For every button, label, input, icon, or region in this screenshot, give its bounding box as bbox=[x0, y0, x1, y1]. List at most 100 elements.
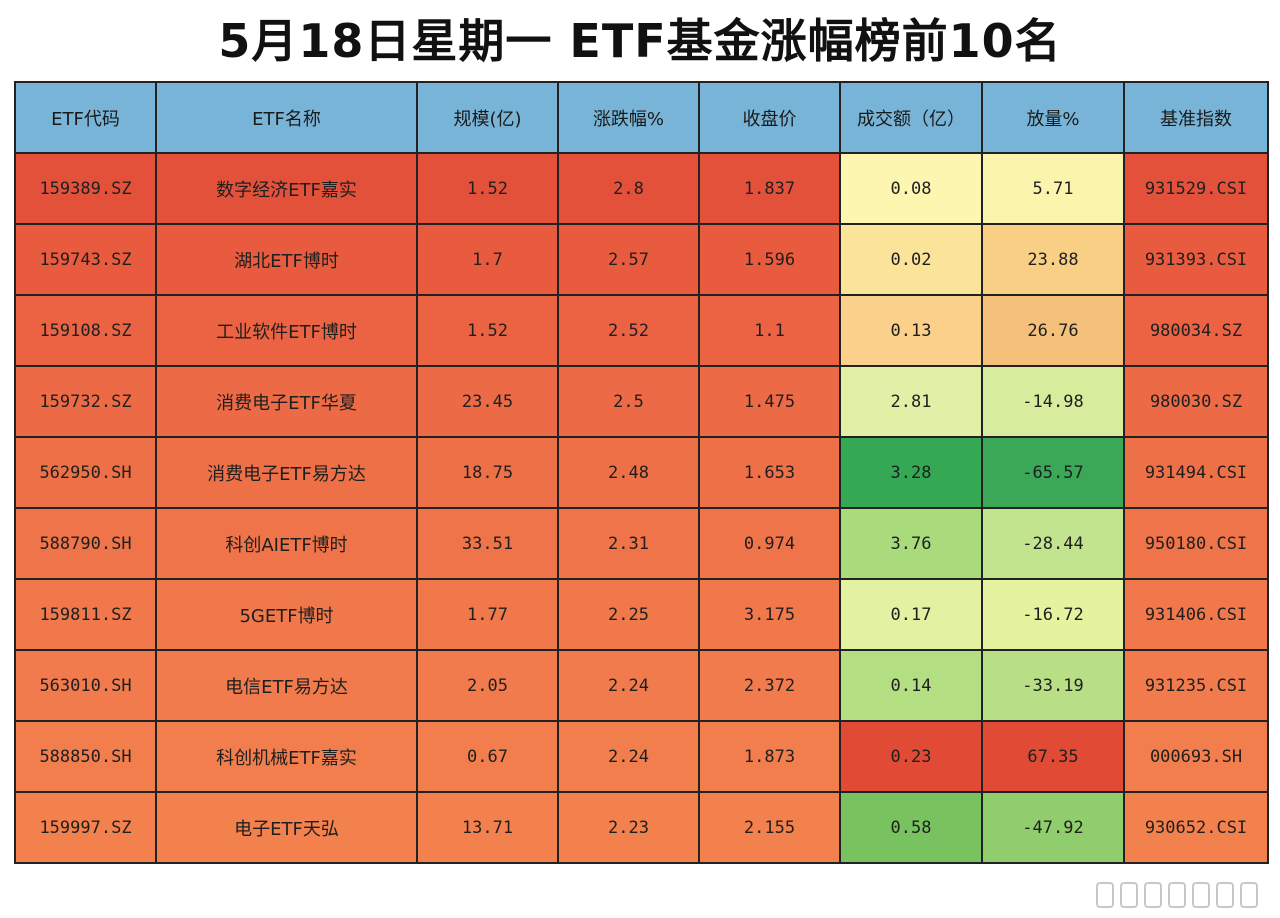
cell-close-price: 1.596 bbox=[698, 223, 841, 296]
cell-etf-code: 159389.SZ bbox=[14, 152, 157, 225]
table-row: 159997.SZ 电子ETF天弘 13.71 2.23 2.155 0.58 -47.92… bbox=[14, 791, 1269, 864]
cell-change-pct: 2.8 bbox=[557, 152, 700, 225]
watermark-icon bbox=[1168, 882, 1186, 908]
cell-change-pct: 2.24 bbox=[557, 720, 700, 793]
cell-volume-ratio: -14.98 bbox=[981, 365, 1125, 438]
cell-change-pct: 2.24 bbox=[557, 649, 700, 722]
table-row: 588790.SH 科创AIETF博时 33.51 2.31 0.974 3.76 -28.… bbox=[14, 507, 1269, 580]
cell-etf-name: 科创机械ETF嘉实 bbox=[155, 720, 418, 793]
cell-close-price: 0.974 bbox=[698, 507, 841, 580]
cell-close-price: 1.837 bbox=[698, 152, 841, 225]
cell-turnover: 3.28 bbox=[839, 436, 983, 509]
cell-etf-code: 563010.SH bbox=[14, 649, 157, 722]
cell-close-price: 1.1 bbox=[698, 294, 841, 367]
cell-scale: 33.51 bbox=[416, 507, 559, 580]
cell-close-price: 1.873 bbox=[698, 720, 841, 793]
cell-volume-ratio: -28.44 bbox=[981, 507, 1125, 580]
table-row: 159743.SZ 湖北ETF博时 1.7 2.57 1.596 0.02 23.88 931… bbox=[14, 223, 1269, 296]
cell-close-price: 1.653 bbox=[698, 436, 841, 509]
cell-turnover: 0.17 bbox=[839, 578, 983, 651]
cell-change-pct: 2.48 bbox=[557, 436, 700, 509]
cell-etf-name: 5GETF博时 bbox=[155, 578, 418, 651]
header-scale: 规模(亿) bbox=[416, 81, 559, 154]
watermark bbox=[1096, 882, 1258, 908]
table-body: 159389.SZ 数字经济ETF嘉实 1.52 2.8 1.837 0.08 5.71 93… bbox=[14, 152, 1269, 864]
cell-change-pct: 2.31 bbox=[557, 507, 700, 580]
cell-volume-ratio: 23.88 bbox=[981, 223, 1125, 296]
cell-benchmark-index: 950180.CSI bbox=[1123, 507, 1269, 580]
cell-turnover: 0.58 bbox=[839, 791, 983, 864]
cell-etf-name: 湖北ETF博时 bbox=[155, 223, 418, 296]
cell-etf-name: 数字经济ETF嘉实 bbox=[155, 152, 418, 225]
cell-turnover: 2.81 bbox=[839, 365, 983, 438]
cell-etf-code: 159743.SZ bbox=[14, 223, 157, 296]
cell-turnover: 0.14 bbox=[839, 649, 983, 722]
cell-etf-code: 159811.SZ bbox=[14, 578, 157, 651]
cell-etf-name: 消费电子ETF华夏 bbox=[155, 365, 418, 438]
cell-volume-ratio: 5.71 bbox=[981, 152, 1125, 225]
cell-benchmark-index: 930652.CSI bbox=[1123, 791, 1269, 864]
cell-etf-name: 工业软件ETF博时 bbox=[155, 294, 418, 367]
cell-volume-ratio: 26.76 bbox=[981, 294, 1125, 367]
cell-etf-name: 电信ETF易方达 bbox=[155, 649, 418, 722]
cell-etf-code: 159108.SZ bbox=[14, 294, 157, 367]
cell-change-pct: 2.5 bbox=[557, 365, 700, 438]
cell-close-price: 2.372 bbox=[698, 649, 841, 722]
header-benchmark-index: 基准指数 bbox=[1123, 81, 1269, 154]
cell-scale: 13.71 bbox=[416, 791, 559, 864]
cell-change-pct: 2.23 bbox=[557, 791, 700, 864]
cell-volume-ratio: -47.92 bbox=[981, 791, 1125, 864]
header-change-pct: 涨跌幅% bbox=[557, 81, 700, 154]
table-row: 562950.SH 消费电子ETF易方达 18.75 2.48 1.653 3.28 -65… bbox=[14, 436, 1269, 509]
cell-benchmark-index: 931494.CSI bbox=[1123, 436, 1269, 509]
cell-change-pct: 2.25 bbox=[557, 578, 700, 651]
cell-etf-code: 159732.SZ bbox=[14, 365, 157, 438]
cell-etf-code: 588850.SH bbox=[14, 720, 157, 793]
cell-benchmark-index: 931406.CSI bbox=[1123, 578, 1269, 651]
table-row: 159732.SZ 消费电子ETF华夏 23.45 2.5 1.475 2.81 -14.9… bbox=[14, 365, 1269, 438]
header-volume-ratio: 放量% bbox=[981, 81, 1125, 154]
cell-turnover: 0.23 bbox=[839, 720, 983, 793]
cell-turnover: 0.13 bbox=[839, 294, 983, 367]
watermark-icon bbox=[1192, 882, 1210, 908]
cell-scale: 23.45 bbox=[416, 365, 559, 438]
cell-scale: 2.05 bbox=[416, 649, 559, 722]
cell-close-price: 3.175 bbox=[698, 578, 841, 651]
cell-benchmark-index: 980030.SZ bbox=[1123, 365, 1269, 438]
page-title: 5月18日星期一 ETF基金涨幅榜前10名 bbox=[218, 14, 1062, 68]
cell-scale: 1.52 bbox=[416, 152, 559, 225]
cell-turnover: 0.08 bbox=[839, 152, 983, 225]
header-etf-code: ETF代码 bbox=[14, 81, 157, 154]
cell-benchmark-index: 931529.CSI bbox=[1123, 152, 1269, 225]
cell-etf-code: 562950.SH bbox=[14, 436, 157, 509]
cell-benchmark-index: 980034.SZ bbox=[1123, 294, 1269, 367]
cell-volume-ratio: -33.19 bbox=[981, 649, 1125, 722]
cell-close-price: 2.155 bbox=[698, 791, 841, 864]
watermark-icon bbox=[1120, 882, 1138, 908]
watermark-icon bbox=[1216, 882, 1234, 908]
cell-etf-name: 消费电子ETF易方达 bbox=[155, 436, 418, 509]
watermark-icon bbox=[1240, 882, 1258, 908]
cell-etf-name: 电子ETF天弘 bbox=[155, 791, 418, 864]
table-row: 588850.SH 科创机械ETF嘉实 0.67 2.24 1.873 0.23 67.35… bbox=[14, 720, 1269, 793]
cell-scale: 1.77 bbox=[416, 578, 559, 651]
header-etf-name: ETF名称 bbox=[155, 81, 418, 154]
cell-volume-ratio: 67.35 bbox=[981, 720, 1125, 793]
cell-benchmark-index: 931235.CSI bbox=[1123, 649, 1269, 722]
cell-change-pct: 2.52 bbox=[557, 294, 700, 367]
cell-volume-ratio: -16.72 bbox=[981, 578, 1125, 651]
cell-change-pct: 2.57 bbox=[557, 223, 700, 296]
cell-etf-code: 588790.SH bbox=[14, 507, 157, 580]
cell-etf-name: 科创AIETF博时 bbox=[155, 507, 418, 580]
etf-ranking-table: ETF代码 ETF名称 规模(亿) 涨跌幅% 收盘价 成交额（亿） 放量% 基准指数 1593… bbox=[14, 81, 1269, 864]
header-turnover: 成交额（亿） bbox=[839, 81, 983, 154]
table-header-row: ETF代码 ETF名称 规模(亿) 涨跌幅% 收盘价 成交额（亿） 放量% 基准指数 bbox=[14, 81, 1269, 154]
table-row: 563010.SH 电信ETF易方达 2.05 2.24 2.372 0.14 -33.19… bbox=[14, 649, 1269, 722]
cell-etf-code: 159997.SZ bbox=[14, 791, 157, 864]
cell-turnover: 3.76 bbox=[839, 507, 983, 580]
cell-benchmark-index: 931393.CSI bbox=[1123, 223, 1269, 296]
watermark-icon bbox=[1144, 882, 1162, 908]
cell-scale: 0.67 bbox=[416, 720, 559, 793]
table-row: 159811.SZ 5GETF博时 1.77 2.25 3.175 0.17 -16.72 9… bbox=[14, 578, 1269, 651]
table-row: 159389.SZ 数字经济ETF嘉实 1.52 2.8 1.837 0.08 5.71 93… bbox=[14, 152, 1269, 225]
